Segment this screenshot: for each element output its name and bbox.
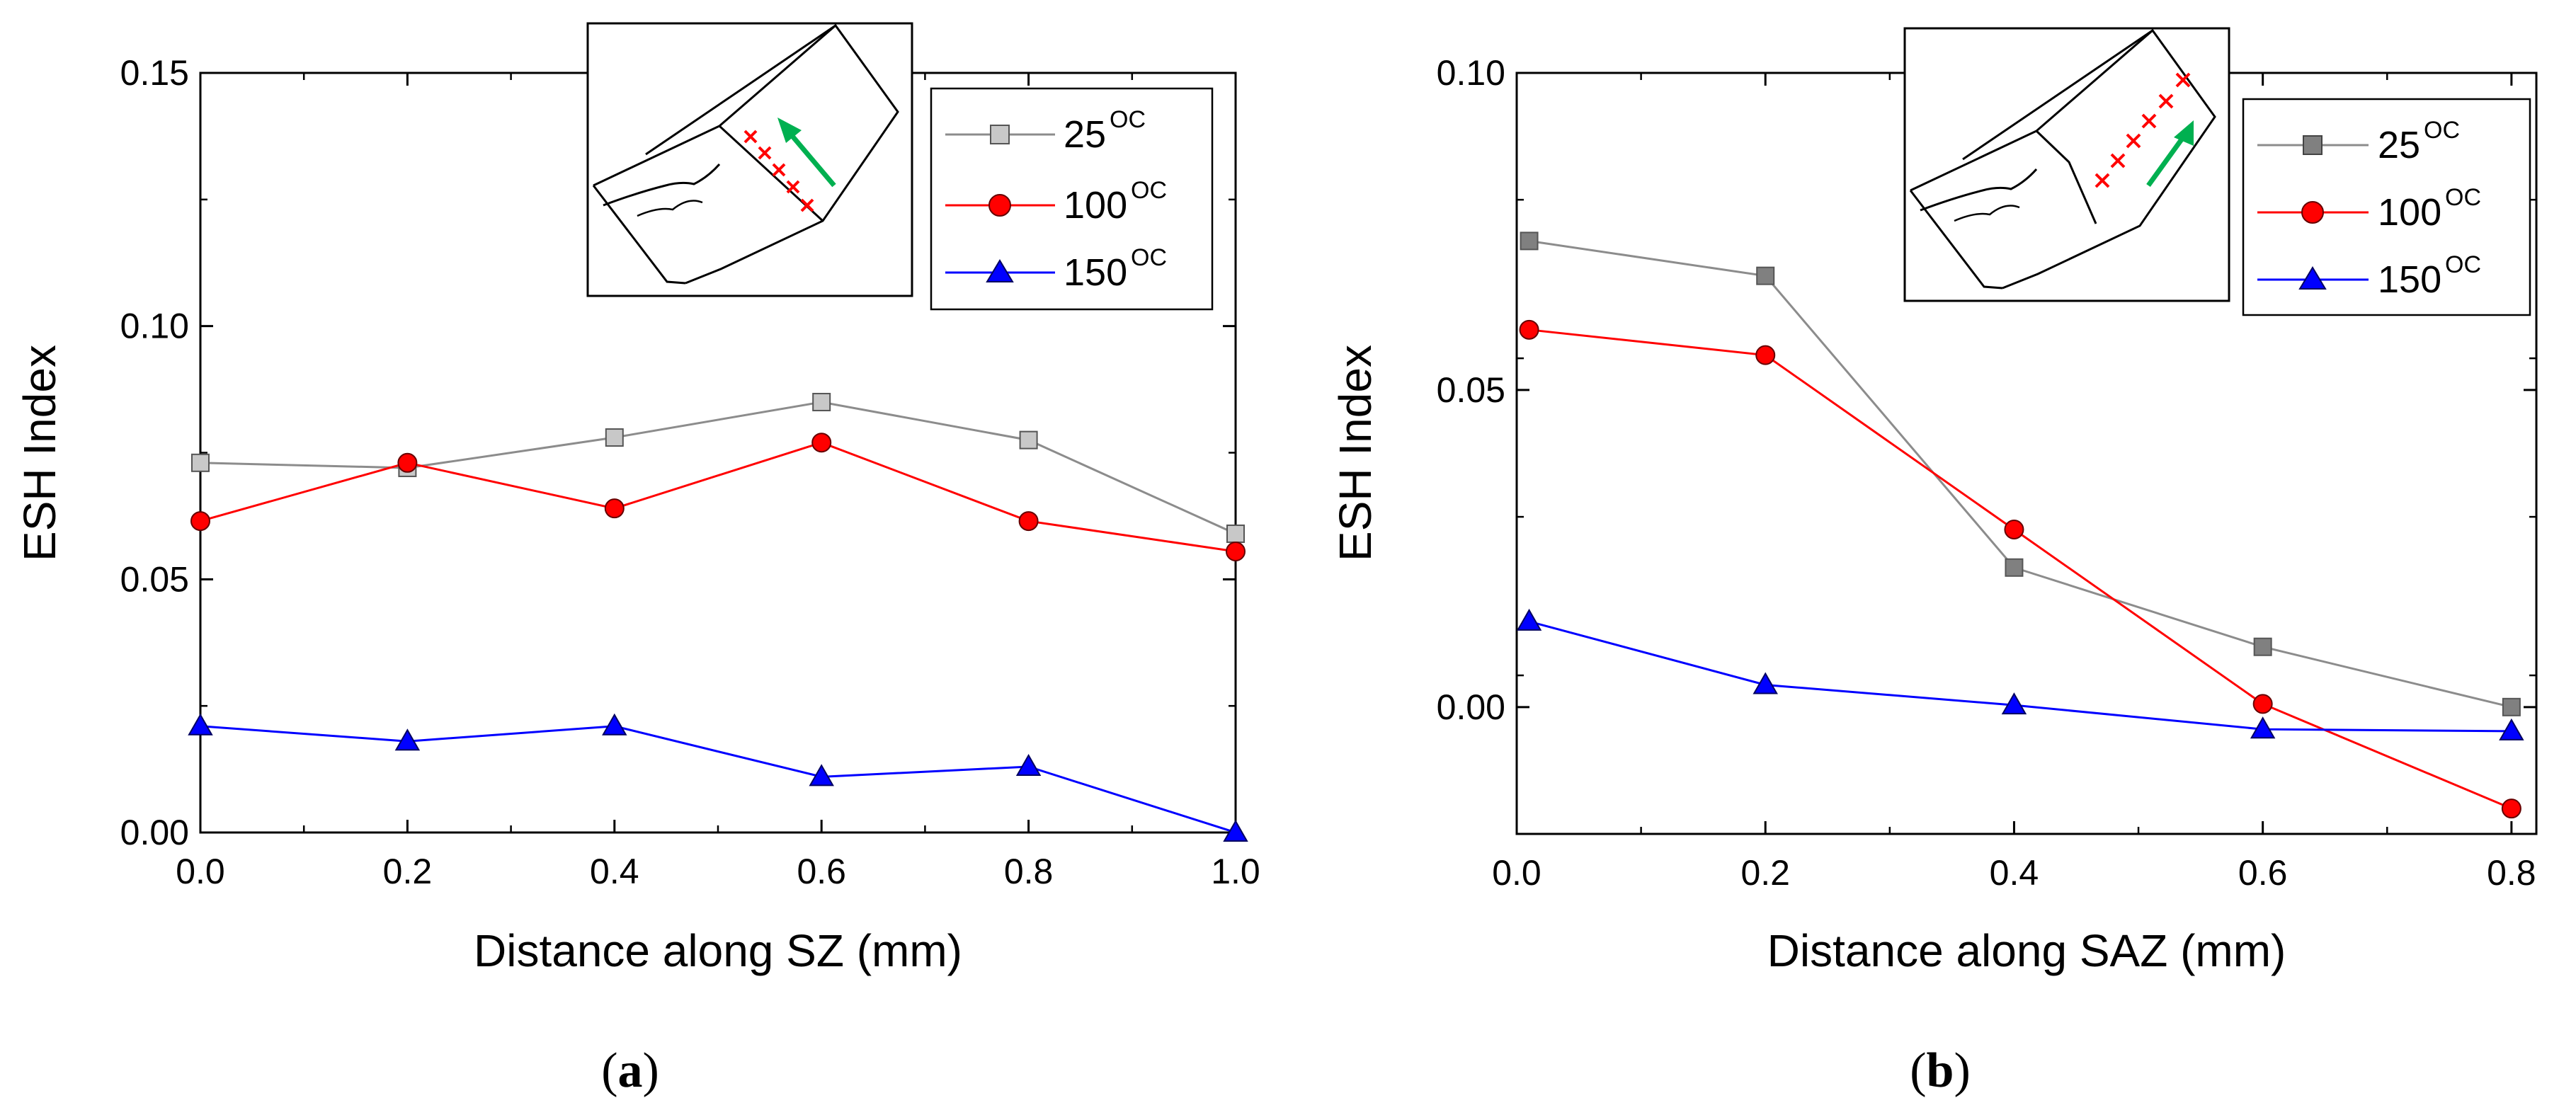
point-100-b xyxy=(2004,520,2024,539)
x-tick-label-a: 0.8 xyxy=(1004,852,1054,891)
series-line-25-a xyxy=(200,401,1236,535)
point-150-a xyxy=(1015,753,1042,777)
point-25-b xyxy=(2253,637,2272,656)
point-150-a xyxy=(1223,819,1248,842)
series-lines-a xyxy=(200,401,1236,832)
x-tick-label-b: 0.6 xyxy=(2238,853,2288,893)
chart-panel-a: 0.0 0.2 0.4 0.6 0.8 1.0 0.00 0.05 0.10 0.15 Dista… xyxy=(14,22,1260,1098)
point-25-a xyxy=(191,453,210,472)
legend-item-100: 100 OC xyxy=(945,177,1167,227)
chart-panel-b: 0.0 0.2 0.4 0.6 0.8 0.00 0.05 0.10 Distance alo… xyxy=(1330,27,2538,1098)
x-tick-label-b: 0.2 xyxy=(1740,853,1790,893)
point-100-b xyxy=(1755,345,1776,365)
panel-label-a: (a) xyxy=(601,1043,659,1098)
point-150-b xyxy=(1753,672,1778,694)
legend-unit-150-b: OC xyxy=(2445,251,2481,278)
y-tick-label-b: 0.05 xyxy=(1437,370,1505,410)
legend-unit-100: OC xyxy=(1131,177,1167,204)
legend-label-150: 150 xyxy=(1064,251,1127,294)
cross-marks-b xyxy=(2095,72,2191,188)
point-150-a xyxy=(188,713,213,736)
point-100-a xyxy=(604,498,625,519)
point-150-b xyxy=(2001,692,2027,715)
direction-arrow-a xyxy=(777,118,836,188)
y-tick-label-a: 0.10 xyxy=(120,307,189,346)
legend-unit-25: OC xyxy=(1110,106,1146,133)
legend-label-100-b: 100 xyxy=(2378,191,2441,234)
series-line-150-a xyxy=(200,725,1236,832)
x-tick-label-b: 0.4 xyxy=(1990,853,2039,893)
point-25-b xyxy=(1756,266,1775,285)
x-tick-label-a: 0.2 xyxy=(383,852,433,891)
point-25-b xyxy=(2502,697,2521,716)
point-100-b xyxy=(2252,694,2273,714)
point-150-b xyxy=(2499,718,2524,740)
legend-a: 25 OC 100 OC 150 OC xyxy=(930,87,1214,311)
legend-label-100: 100 xyxy=(1064,184,1127,227)
ticks-b: 0.0 0.2 0.4 0.6 0.8 0.00 0.05 0.10 xyxy=(1437,53,2536,893)
legend-label-25-b: 25 xyxy=(2378,124,2420,166)
point-100-a xyxy=(811,433,832,453)
y-tick-label-b: 0.10 xyxy=(1437,53,1505,93)
x-axis-title-b: Distance along SAZ (mm) xyxy=(1767,925,2286,976)
panel-letter-b: b xyxy=(1927,1043,1954,1098)
point-150-b xyxy=(2250,716,2276,739)
y-tick-label-a: 0.00 xyxy=(120,813,189,852)
y-tick-label-b: 0.00 xyxy=(1437,687,1505,727)
point-25-a xyxy=(812,392,831,411)
panel-label-b: (b) xyxy=(1910,1043,1971,1098)
series-markers-b xyxy=(1516,231,2524,819)
point-150-b xyxy=(1516,608,1542,631)
x-tick-label-a: 0.6 xyxy=(797,852,846,891)
legend-unit-150: OC xyxy=(1131,244,1167,271)
point-100-a xyxy=(1226,541,1246,561)
point-25-a xyxy=(1226,524,1245,543)
legend-item-25-b: 25 OC xyxy=(2257,117,2460,166)
x-tick-label-a: 1.0 xyxy=(1211,852,1260,891)
legend-unit-100-b: OC xyxy=(2445,184,2481,211)
point-25-a xyxy=(605,428,624,447)
legend-b: 25 OC 100 OC 150 OC xyxy=(2242,98,2531,316)
y-axis-title-b: ESH Index xyxy=(1330,345,1381,561)
point-150-a xyxy=(394,728,421,751)
x-axis-title-a: Distance along SZ (mm) xyxy=(474,925,962,976)
legend-label-25: 25 xyxy=(1064,113,1106,156)
inset-schematic-a xyxy=(586,22,913,297)
cross-marks-a xyxy=(743,130,814,212)
point-100-a xyxy=(1018,511,1039,532)
legend-unit-25-b: OC xyxy=(2424,117,2460,144)
series-line-150-b xyxy=(1529,620,2512,733)
point-25-b xyxy=(1520,231,1539,251)
point-25-a xyxy=(1019,430,1038,450)
legend-label-150-b: 150 xyxy=(2378,258,2441,301)
inset-schematic-b xyxy=(1903,27,2230,302)
series-markers-a xyxy=(188,392,1248,842)
point-100-a xyxy=(397,452,418,473)
point-100-b xyxy=(2501,799,2521,819)
legend-item-150-b: 150 OC xyxy=(2257,251,2481,301)
panel-letter-a: a xyxy=(618,1043,643,1098)
y-axis-title-a: ESH Index xyxy=(14,345,65,561)
point-150-a xyxy=(602,713,627,736)
series-line-100-a xyxy=(200,441,1236,553)
point-100-b xyxy=(1519,319,1539,340)
direction-arrow-b xyxy=(2146,120,2194,188)
point-100-a xyxy=(190,511,210,532)
ticks-a: 0.0 0.2 0.4 0.6 0.8 1.0 0.00 0.05 0.10 0.15 xyxy=(120,53,1260,891)
point-150-a xyxy=(809,764,834,786)
x-tick-label-b: 0.8 xyxy=(2487,853,2536,893)
x-tick-label-b: 0.0 xyxy=(1492,853,1541,893)
legend-item-25: 25 OC xyxy=(945,106,1146,156)
legend-item-100-b: 100 OC xyxy=(2257,184,2481,234)
x-tick-label-a: 0.4 xyxy=(590,852,639,891)
y-tick-label-a: 0.05 xyxy=(120,559,189,599)
point-25-b xyxy=(2005,558,2024,577)
legend-item-150: 150 OC xyxy=(945,244,1167,294)
x-tick-label-a: 0.0 xyxy=(176,852,225,891)
y-tick-label-a: 0.15 xyxy=(120,53,189,93)
